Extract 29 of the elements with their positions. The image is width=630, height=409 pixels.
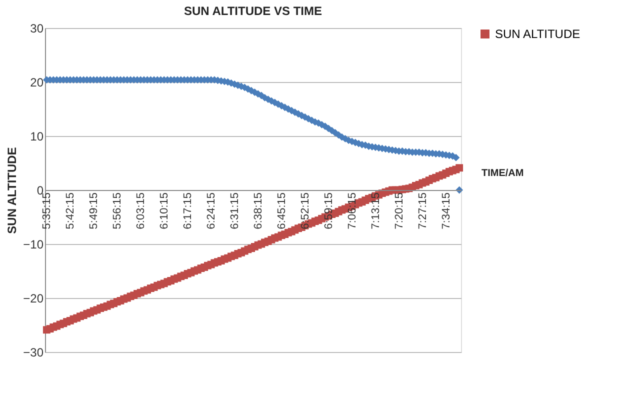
x-tick-label: 5:49:15 <box>88 192 100 230</box>
y-tick-label: −30 <box>23 346 44 360</box>
x-tick-label: 6:59:15 <box>322 192 335 230</box>
x-tick-label: 6:10:15 <box>158 192 171 230</box>
y-axis-title: SUN ALTITUDE <box>5 147 20 234</box>
x-tick-label: 7:34:15 <box>440 192 452 230</box>
legend-label: SUN ALTITUDE <box>495 27 580 41</box>
x-tick-label: 6:17:15 <box>182 192 194 230</box>
y-tick-label: 0 <box>36 184 44 198</box>
y-tick-label: 20 <box>30 76 44 90</box>
x-tick-label: 6:31:15 <box>229 192 242 230</box>
chart-title: SUN ALTITUDE VS TIME <box>184 4 322 18</box>
y-tick-label: −10 <box>23 238 44 252</box>
x-tick-label: 6:03:15 <box>135 192 148 230</box>
x-tick-label: 7:20:15 <box>393 192 406 230</box>
x-axis-title: TIME/AM <box>482 168 524 180</box>
x-tick-label: 7:06:15 <box>346 192 358 230</box>
x-tick-label: 7:27:15 <box>416 192 429 230</box>
x-tick-label: 5:56:15 <box>112 192 124 230</box>
x-tick-label: 6:38:15 <box>252 192 265 230</box>
y-tick-label: −20 <box>23 292 44 306</box>
x-tick-label: 6:45:15 <box>276 192 288 230</box>
x-tick-label: 7:13:15 <box>370 192 382 230</box>
x-tick-label: 5:42:15 <box>64 192 77 230</box>
y-tick-label: 10 <box>30 130 44 144</box>
x-tick-label: 6:52:15 <box>300 192 312 230</box>
y-tick-label: 30 <box>30 22 44 36</box>
x-tick-label: 6:24:15 <box>206 192 218 230</box>
x-tick-label: 5:35:15 <box>41 192 54 230</box>
